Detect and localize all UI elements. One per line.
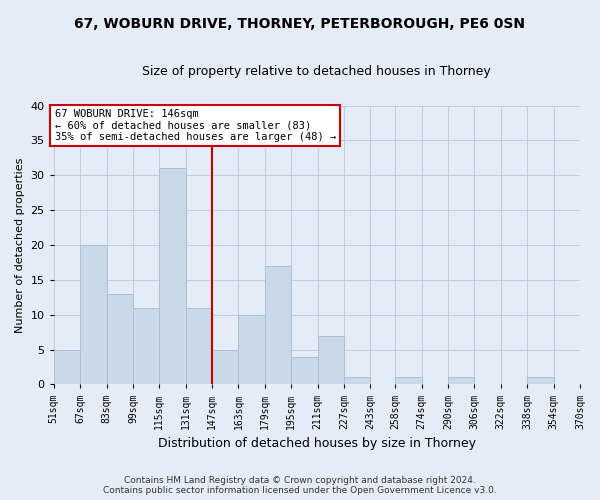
Bar xyxy=(54,350,80,384)
Bar xyxy=(317,336,344,384)
X-axis label: Distribution of detached houses by size in Thorney: Distribution of detached houses by size … xyxy=(158,437,476,450)
Bar xyxy=(107,294,133,384)
Bar xyxy=(133,308,159,384)
Text: 67 WOBURN DRIVE: 146sqm
← 60% of detached houses are smaller (83)
35% of semi-de: 67 WOBURN DRIVE: 146sqm ← 60% of detache… xyxy=(55,109,336,142)
Bar xyxy=(527,378,554,384)
Bar xyxy=(238,314,265,384)
Bar xyxy=(265,266,291,384)
Bar xyxy=(185,308,212,384)
Bar xyxy=(159,168,185,384)
Text: Contains HM Land Registry data © Crown copyright and database right 2024.
Contai: Contains HM Land Registry data © Crown c… xyxy=(103,476,497,495)
Bar xyxy=(448,378,475,384)
Title: Size of property relative to detached houses in Thorney: Size of property relative to detached ho… xyxy=(142,65,491,78)
Bar xyxy=(291,356,317,384)
Bar xyxy=(395,378,422,384)
Y-axis label: Number of detached properties: Number of detached properties xyxy=(15,158,25,332)
Bar xyxy=(212,350,238,384)
Text: 67, WOBURN DRIVE, THORNEY, PETERBOROUGH, PE6 0SN: 67, WOBURN DRIVE, THORNEY, PETERBOROUGH,… xyxy=(74,18,526,32)
Bar xyxy=(344,378,370,384)
Bar xyxy=(80,245,107,384)
